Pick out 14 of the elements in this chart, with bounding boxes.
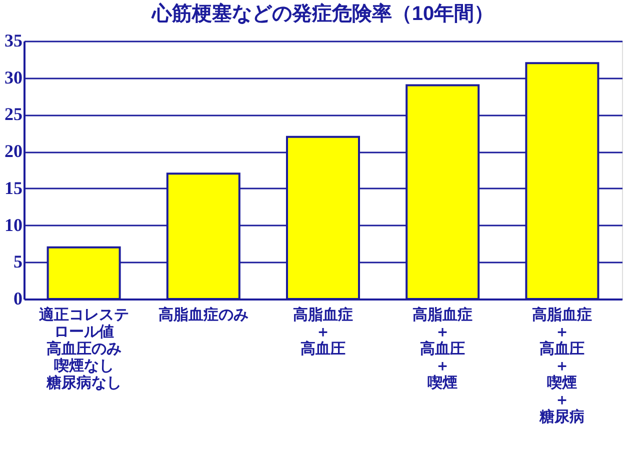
y-tick-label: 10 — [4, 214, 22, 235]
chart-title: 心筋梗塞などの発症危険率（10年間） — [150, 2, 494, 25]
x-tick-label: 高脂血症＋高血圧＋喫煙 — [412, 306, 473, 392]
y-tick-label: 25 — [4, 104, 22, 124]
x-tick-label: 適正コレステロール値高血圧のみ喫煙なし糖尿病なし — [38, 306, 129, 392]
x-tick-label: 高脂血症＋高血圧＋喫煙＋糖尿病 — [532, 306, 592, 426]
y-tick-label: 35 — [4, 30, 22, 50]
x-tick-label: 高脂血症＋高血圧 — [293, 306, 353, 358]
y-tick-label: 15 — [4, 178, 22, 198]
x-tick-label: 高脂血症のみ — [158, 306, 248, 324]
y-tick-label: 30 — [4, 67, 22, 88]
y-tick-label: 0 — [14, 288, 22, 308]
y-tick-label: 5 — [14, 252, 22, 272]
y-tick-label: 20 — [4, 141, 22, 162]
